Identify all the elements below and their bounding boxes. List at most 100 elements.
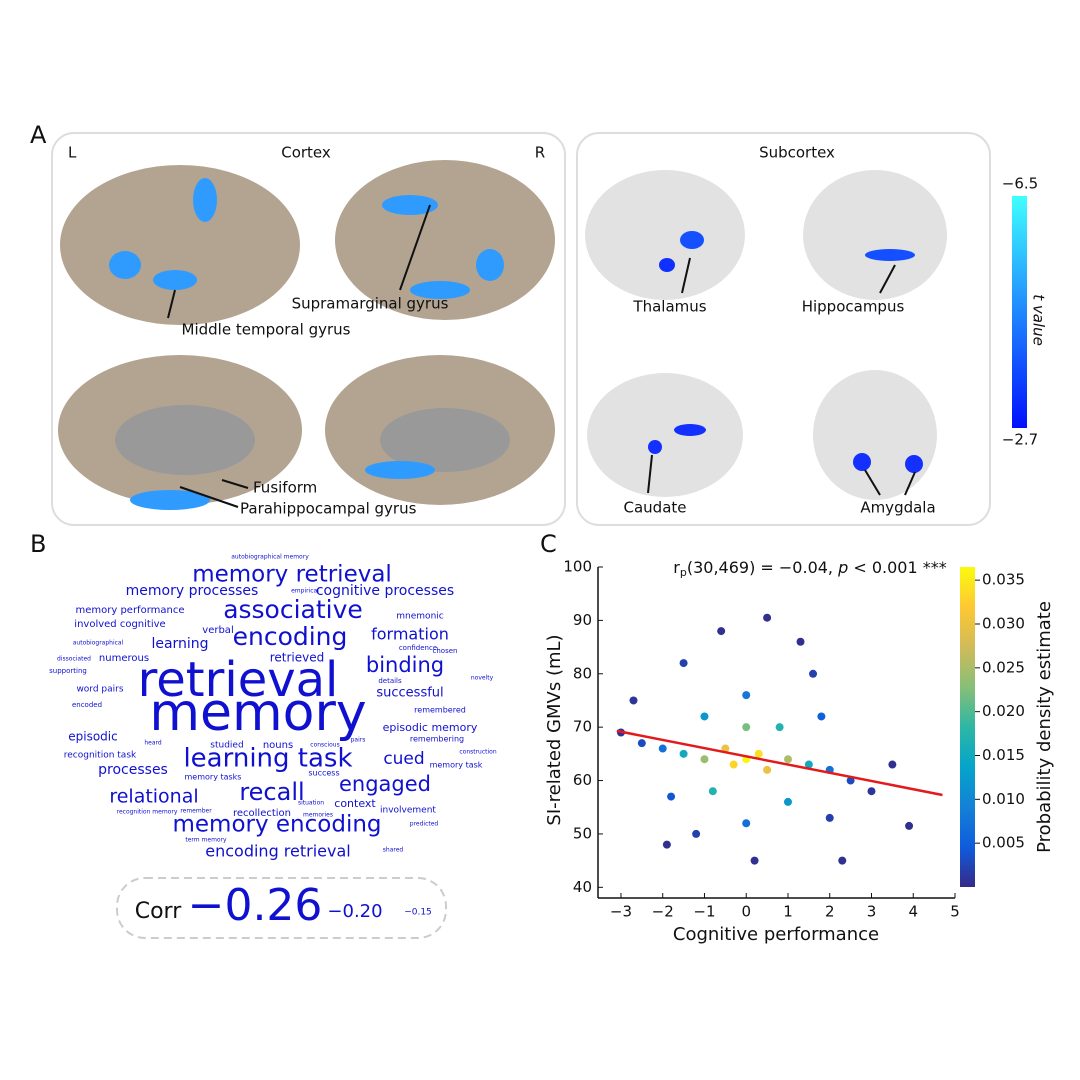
point	[817, 712, 826, 721]
word: memory processes	[126, 583, 259, 599]
hemisphere-label: L	[68, 144, 77, 162]
panel-label: A	[30, 121, 47, 149]
word: details	[378, 677, 402, 685]
chart-title: rp(30,469) = −0.04, p < 0.001 ***	[673, 558, 946, 580]
corr-value: −0.20	[327, 901, 382, 922]
word: involved cognitive	[74, 619, 165, 630]
colorbar-label: Probability density estimate	[1034, 601, 1055, 853]
point	[838, 856, 847, 865]
panel-label: B	[30, 530, 46, 558]
x-axis-label: Cognitive performance	[673, 924, 879, 945]
colorbar-tick-label: 0.020	[982, 702, 1025, 720]
point	[658, 744, 667, 753]
word: retrieval	[138, 652, 339, 708]
word: word pairs	[76, 685, 123, 695]
point	[754, 749, 763, 758]
fit-line	[616, 729, 943, 797]
word: context	[334, 797, 376, 810]
cortex-title: Cortex	[281, 144, 331, 162]
density-colorbar	[960, 567, 975, 887]
word: construction	[459, 749, 497, 756]
word: learning	[151, 636, 208, 652]
x-tick-label: 4	[908, 903, 918, 921]
word: nouns	[263, 740, 293, 751]
word: cognitive processes	[316, 583, 454, 599]
y-tick-label: 60	[573, 771, 592, 789]
y-tick-label: 50	[573, 824, 592, 842]
colorbar-tick-label: 0.030	[982, 614, 1025, 632]
word: remembered	[414, 706, 466, 715]
point	[763, 613, 772, 622]
region-label: Amygdala	[860, 499, 935, 517]
word: supporting	[49, 667, 87, 675]
point	[804, 760, 813, 769]
word: numerous	[99, 653, 149, 664]
point	[667, 792, 676, 801]
x-tick-label: 0	[741, 903, 751, 921]
title-part: (30,469) = −0.04,	[687, 558, 838, 577]
point	[783, 755, 792, 764]
point	[742, 723, 751, 732]
word: episodic	[68, 730, 117, 744]
title-part: p	[680, 566, 687, 579]
word: memory tasks	[185, 773, 242, 782]
word: autobiographical memory	[231, 554, 309, 561]
point	[905, 821, 914, 830]
word: dissociated	[57, 656, 91, 663]
y-axis-label: SI-related GMVs (mL)	[544, 634, 565, 825]
word: recognition task	[64, 751, 137, 761]
region-label: Thalamus	[632, 298, 706, 316]
word: processes	[98, 762, 168, 778]
x-tick-label: −2	[652, 903, 674, 921]
word: memories	[303, 812, 333, 819]
title-part: r	[673, 558, 680, 577]
word: memory retrieval	[192, 562, 392, 588]
word: encoding retrieval	[205, 842, 350, 861]
point	[742, 691, 751, 700]
subcortex-title: Subcortex	[759, 144, 835, 162]
t-colorbar	[1012, 196, 1027, 428]
point	[708, 787, 717, 796]
corr-value: −0.15	[404, 908, 432, 918]
region-label: Middle temporal gyrus	[182, 321, 351, 339]
word: mnemonic	[396, 612, 443, 622]
point	[721, 744, 730, 753]
panel-label: C	[540, 530, 557, 558]
word: heard	[144, 740, 162, 747]
word: learning task	[183, 744, 352, 774]
colorbar-tick-label: 0.015	[982, 746, 1025, 764]
y-tick-label: 70	[573, 718, 592, 736]
colorbar-tick-label: 0.035	[982, 571, 1025, 589]
word: situation	[298, 800, 324, 807]
word: encoding	[233, 622, 348, 651]
corr-value: −0.26	[188, 880, 323, 931]
x-tick-label: −3	[610, 903, 632, 921]
word: success	[308, 769, 339, 778]
y-tick-label: 90	[573, 611, 592, 629]
word: engaged	[339, 772, 431, 796]
x-tick-label: 1	[783, 903, 793, 921]
region-label: Hippocampus	[802, 298, 905, 316]
point	[825, 813, 834, 822]
hemisphere-label: R	[535, 144, 545, 162]
point	[679, 659, 688, 668]
word: formation	[371, 625, 449, 644]
word: pairs	[351, 737, 366, 744]
word: term memory	[185, 837, 227, 844]
subcortex-box	[576, 132, 991, 526]
colorbar-label: t value	[1030, 294, 1048, 346]
point	[775, 723, 784, 732]
colorbar-tick-label: 0.005	[982, 834, 1025, 852]
region-label: Caudate	[624, 499, 687, 517]
y-tick-label: 100	[563, 558, 592, 576]
region-label: Parahippocampal gyrus	[240, 500, 417, 518]
point	[692, 829, 701, 838]
word: studied	[210, 741, 243, 751]
word: cued	[383, 749, 424, 769]
word: predicted	[410, 821, 439, 828]
word: relational	[109, 786, 198, 808]
point	[700, 712, 709, 721]
word: remembering	[410, 735, 464, 744]
point	[662, 840, 671, 849]
